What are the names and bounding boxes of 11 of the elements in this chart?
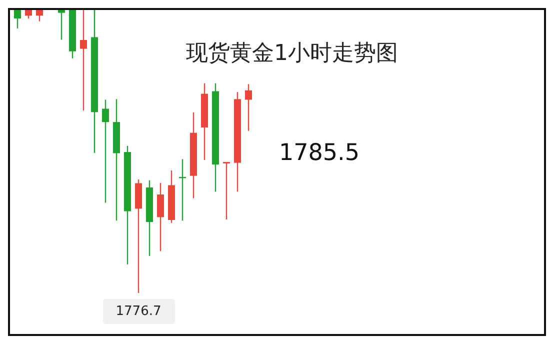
candlestick xyxy=(36,10,43,22)
text: 1776.7 xyxy=(102,299,174,324)
candlestick xyxy=(223,161,230,220)
text: 现货黄金1小时走势图 xyxy=(186,40,398,68)
candlestick xyxy=(245,84,252,132)
candlestick xyxy=(58,10,65,40)
candlestick xyxy=(102,99,109,204)
candlestick xyxy=(157,182,164,252)
candlestick xyxy=(14,10,21,29)
candlestick xyxy=(80,10,87,112)
text: 1785.5 xyxy=(279,140,360,166)
